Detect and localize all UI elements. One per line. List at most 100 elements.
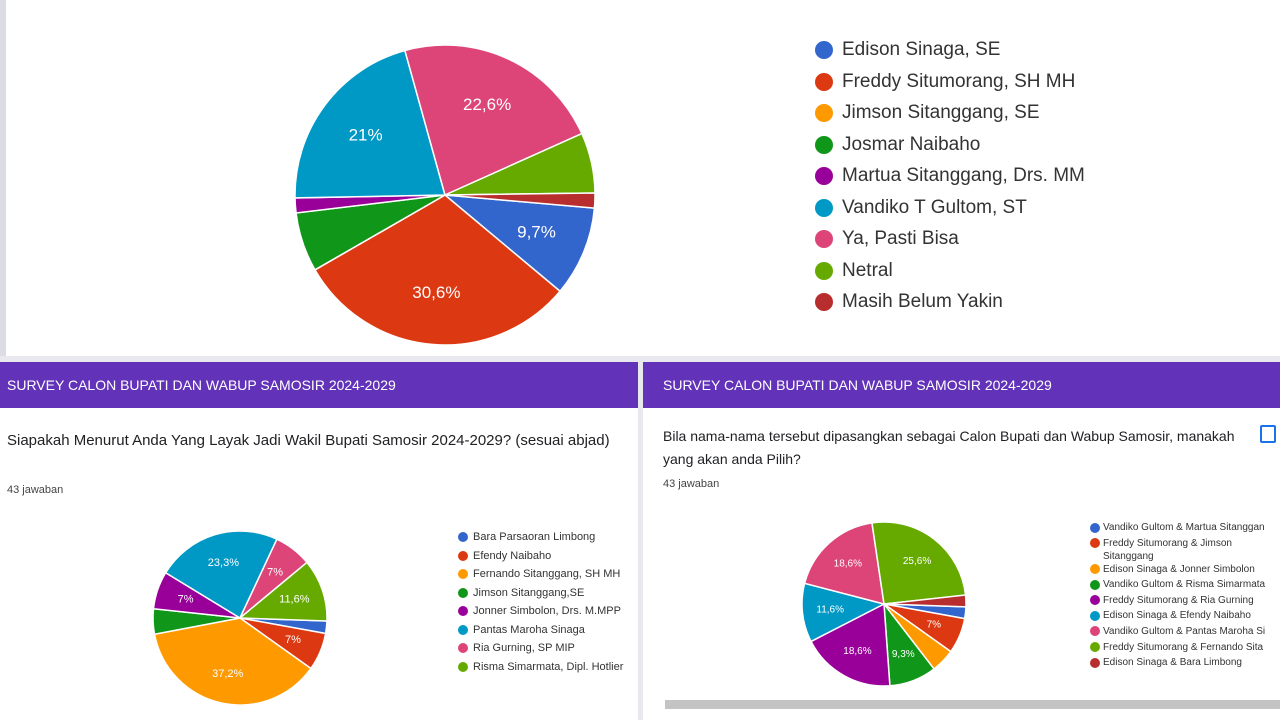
- pie-slice: [153, 617, 312, 706]
- legend-label: Edison Sinaga, SE: [842, 39, 1001, 60]
- legend-swatch: [1090, 579, 1100, 590]
- legend-swatch: [458, 643, 468, 654]
- pie-slice: [803, 522, 885, 606]
- legend-swatch: [815, 41, 833, 60]
- legend-label: Jimson Sitanggang, SE: [842, 102, 1040, 123]
- legend-swatch: [458, 624, 468, 635]
- pie-slice: [883, 594, 967, 608]
- slice-label: 18,6%: [843, 646, 871, 657]
- pie-slice: [810, 602, 891, 687]
- question: Bila nama-nama tersebut dipasangkan seba…: [663, 428, 1235, 467]
- legend-label: Bara Parsaoran Limbong: [473, 531, 596, 543]
- legend-swatch: [1090, 564, 1100, 575]
- legend-label: Netral: [842, 259, 893, 281]
- form-header: SURVEY CALON BUPATI DAN WABUP SAMOSIR 20…: [643, 362, 1280, 408]
- legend-item: Edison Sinaga & Efendy Naibaho: [1090, 609, 1270, 625]
- legend-item: Ya, Pasti Bisa: [815, 227, 1275, 259]
- legend-label: Risma Simarmata, Dipl. Hotlier: [473, 660, 624, 673]
- pie-slice: [238, 561, 328, 622]
- legend-label: Fernando Sitanggang, SH MH: [473, 568, 621, 580]
- slice-label: 7%: [285, 634, 301, 646]
- legend-item: Jimson Sitanggang, SE: [815, 101, 1275, 133]
- legend-item: Pantas Maroha Sinaga: [458, 623, 638, 642]
- slice-label: 18,6%: [834, 558, 862, 569]
- legend-swatch: [1090, 657, 1100, 668]
- pie-slice: [313, 194, 562, 346]
- legend-swatch: [458, 569, 468, 580]
- legend-swatch: [1090, 522, 1100, 533]
- legend-item: Bara Parsaoran Limbong: [458, 530, 638, 549]
- legend-label: Freddy Situmorang & Jimson Sitanggang: [1103, 537, 1232, 562]
- pie-slice: [442, 194, 596, 293]
- legend-item: Freddy Situmorang & Fernando Sita: [1090, 641, 1270, 657]
- legend-swatch: [1090, 538, 1100, 549]
- legend: Vandiko Gultom & Martua Sitanggan Freddy …: [1090, 521, 1270, 672]
- legend-swatch: [458, 661, 468, 672]
- legend-label: Vandiko Gultom & Pantas Maroha Si: [1103, 625, 1266, 637]
- panel: 9,7% 30,6% 21% 22,6% Edison Sinaga, SE Freddy…: [0, 0, 1280, 356]
- slice-label: 7%: [178, 593, 194, 605]
- legend-item: Edison Sinaga & Bara Limbong: [1090, 656, 1270, 672]
- legend-swatch: [815, 198, 833, 217]
- slice-label: 7%: [267, 566, 283, 578]
- legend-item: Masih Belum Yakin: [815, 290, 1275, 322]
- legend-label: Vandiko T Gultom, ST: [842, 196, 1027, 218]
- legend-swatch: [1090, 642, 1100, 653]
- legend: Bara Parsaoran Limbong Efendy Naibaho Fern…: [458, 530, 638, 678]
- pie-chart: 7% 9,3% 18,6% 11,6% 18,6% 25,6%: [801, 521, 967, 687]
- slice-label: 7%: [927, 620, 942, 631]
- legend-item: Efendy Naibaho: [458, 549, 638, 568]
- legend-item: Vandiko Gultom & Pantas Maroha Si: [1090, 625, 1270, 641]
- legend-label: Vandiko Gultom & Risma Simarmata: [1103, 579, 1266, 591]
- slice-label: 22,6%: [463, 95, 511, 114]
- legend-item: Fernando Sitanggang, SH MH: [458, 567, 638, 586]
- slice-label: 37,2%: [212, 668, 243, 680]
- slice-label: 11,6%: [816, 605, 844, 616]
- legend-swatch: [815, 104, 833, 123]
- slice-label: 23,3%: [208, 557, 239, 569]
- legend-swatch: [1090, 626, 1100, 637]
- question: Siapakah Menurut Anda Yang Layak Jadi Wa…: [7, 432, 610, 449]
- response-count: 43 jawaban: [663, 478, 720, 490]
- slice-label: 25,6%: [903, 556, 931, 567]
- legend-swatch: [815, 72, 833, 91]
- legend-label: Edison Sinaga & Jonner Simbolon: [1103, 563, 1255, 575]
- legend-swatch: [1090, 610, 1100, 621]
- slice-label: 30,6%: [412, 283, 460, 302]
- legend-label: Efendy Naibaho: [473, 549, 552, 562]
- legend-swatch: [458, 550, 468, 561]
- legend-swatch: [815, 230, 833, 249]
- legend-label: Freddy Situmorang & Fernando Sita: [1103, 641, 1264, 653]
- legend-swatch: [815, 261, 833, 280]
- legend-label: Martua Sitanggang, Drs. MM: [842, 165, 1085, 186]
- legend-item: Freddy Situmorang & Jimson Sitanggang: [1090, 537, 1270, 563]
- legend-label: Edison Sinaga & Efendy Naibaho: [1103, 610, 1251, 622]
- legend-label: Vandiko Gultom & Martua Sitanggan: [1103, 522, 1265, 533]
- legend-swatch: [1090, 595, 1100, 606]
- response-count: 43 jawaban: [7, 484, 64, 496]
- pie-slice: [164, 530, 278, 620]
- legend-label: Ria Gurning, SP MIP: [473, 642, 575, 654]
- legend: Edison Sinaga, SE Freddy Situmorang, SH M…: [815, 38, 1275, 322]
- pie-chart: 7% 37,2% 7% 23,3% 7% 11,6%: [152, 530, 328, 706]
- legend-item: Freddy Situmorang & Ria Gurning: [1090, 594, 1270, 610]
- legend-label: Freddy Situmorang & Ria Gurning: [1103, 594, 1254, 606]
- legend-swatch: [815, 167, 833, 186]
- legend-item: Vandiko Gultom & Risma Simarmata: [1090, 578, 1270, 594]
- scrollbar[interactable]: [665, 700, 1280, 709]
- legend-item: Freddy Situmorang, SH MH: [815, 70, 1275, 102]
- slice-label: 9,3%: [892, 649, 915, 660]
- copy-icon[interactable]: [1260, 425, 1276, 443]
- pie-slice: [294, 49, 446, 199]
- slice-label: 21%: [349, 125, 383, 144]
- legend-swatch: [458, 587, 468, 598]
- legend-label: Masih Belum Yakin: [842, 291, 1003, 312]
- legend-item: Jimson Sitanggang,SE: [458, 586, 638, 605]
- panel: SURVEY CALON BUPATI DAN WABUP SAMOSIR 20…: [643, 362, 1280, 720]
- legend-label: Josmar Naibaho: [842, 133, 981, 155]
- legend-item: Martua Sitanggang, Drs. MM: [815, 164, 1275, 196]
- legend-label: Ya, Pasti Bisa: [842, 228, 959, 249]
- legend-swatch: [458, 532, 468, 543]
- legend-label: Edison Sinaga & Bara Limbong: [1103, 657, 1242, 669]
